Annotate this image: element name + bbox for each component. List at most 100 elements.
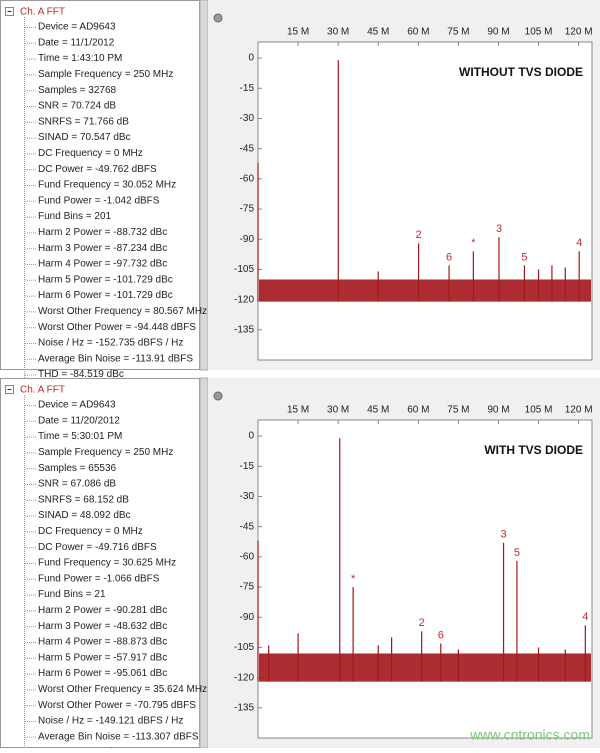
- panel: Ch. A FFT Device = AD9643 Date = 11/20/201…: [1, 378, 600, 748]
- tree-item[interactable]: Fund Frequency = 30.052 MHz: [38, 180, 176, 191]
- tree-item[interactable]: Worst Other Frequency = 35.624 MHz: [38, 684, 207, 695]
- y-tick-label: -90: [240, 612, 255, 623]
- tree-item[interactable]: SINAD = 70.547 dBc: [38, 132, 131, 143]
- peak-label: 6: [438, 629, 444, 641]
- tree-item[interactable]: Average Bin Noise = -113.91 dBFS: [38, 353, 193, 364]
- noise-floor: [259, 279, 591, 301]
- tree-item[interactable]: Harm 5 Power = -101.729 dBc: [38, 274, 173, 285]
- tree-item[interactable]: SNRFS = 68.152 dB: [38, 494, 129, 505]
- tree-item[interactable]: Average Bin Noise = -113.307 dBFS: [38, 731, 199, 742]
- peak-label: *: [471, 237, 476, 249]
- x-tick-label: 90 M: [487, 405, 509, 416]
- tree-item[interactable]: Date = 11/20/2012: [38, 415, 120, 426]
- tree-item[interactable]: Harm 4 Power = -88.873 dBc: [38, 637, 167, 648]
- peak-label: 5: [521, 251, 527, 263]
- peak-label: *: [351, 573, 356, 585]
- tree-item[interactable]: Harm 3 Power = -48.632 dBc: [38, 621, 167, 632]
- tree-item[interactable]: Fund Bins = 201: [38, 211, 112, 222]
- chart-title: WITHOUT TVS DIODE: [459, 65, 583, 79]
- y-tick-label: -105: [234, 642, 254, 653]
- tree-item[interactable]: Sample Frequency = 250 MHz: [38, 447, 173, 458]
- chart-title: WITH TVS DIODE: [484, 443, 583, 457]
- x-tick-label: 120 M: [565, 27, 593, 38]
- tree-item[interactable]: Harm 2 Power = -88.732 dBc: [38, 227, 167, 238]
- tree-root[interactable]: Ch. A FFT: [20, 385, 65, 396]
- y-tick-label: 0: [248, 53, 254, 64]
- y-tick-label: -135: [234, 702, 254, 713]
- x-tick-label: 75 M: [447, 405, 469, 416]
- y-tick-label: -45: [240, 143, 255, 154]
- tree-item[interactable]: Worst Other Power = -94.448 dBFS: [38, 322, 196, 333]
- tree-item[interactable]: DC Power = -49.762 dBFS: [38, 164, 157, 175]
- noise-floor: [259, 653, 591, 681]
- tree-item[interactable]: DC Frequency = 0 MHz: [38, 148, 143, 159]
- status-icon: [214, 392, 222, 400]
- tree-item[interactable]: Device = AD9643: [38, 22, 116, 33]
- tree-item[interactable]: Noise / Hz = -149.121 dBFS / Hz: [38, 716, 183, 727]
- tree-item[interactable]: Fund Bins = 21: [38, 589, 106, 600]
- y-tick-label: -60: [240, 552, 255, 563]
- y-tick-label: -15: [240, 461, 255, 472]
- peak-label: 3: [500, 529, 506, 541]
- tree-item[interactable]: Harm 4 Power = -97.732 dBc: [38, 259, 167, 270]
- status-icon: [214, 14, 222, 22]
- tree-item[interactable]: SNR = 70.724 dB: [38, 101, 116, 112]
- x-tick-label: 60 M: [407, 27, 429, 38]
- plot-area: [258, 420, 592, 738]
- tree-item[interactable]: Noise / Hz = -152.735 dBFS / Hz: [38, 338, 183, 349]
- x-tick-label: 75 M: [447, 27, 469, 38]
- tree-item[interactable]: Worst Other Power = -70.795 dBFS: [38, 700, 196, 711]
- peak-label: 3: [496, 223, 502, 235]
- tree-item[interactable]: Fund Frequency = 30.625 MHz: [38, 558, 176, 569]
- panel: Ch. A FFT Device = AD9643 Date = 11/1/2012…: [1, 0, 600, 396]
- tree-item[interactable]: Fund Power = -1.042 dBFS: [38, 195, 160, 206]
- peak-label: 5: [514, 547, 520, 559]
- x-tick-label: 30 M: [327, 405, 349, 416]
- y-tick-label: -30: [240, 491, 255, 502]
- peak-label: 2: [419, 617, 425, 629]
- tree-item[interactable]: Harm 3 Power = -87.234 dBc: [38, 243, 167, 254]
- x-tick-label: 120 M: [565, 405, 593, 416]
- y-tick-label: -60: [240, 174, 255, 185]
- tree-item[interactable]: Time = 1:43:10 PM: [38, 53, 122, 64]
- tree-item[interactable]: Harm 2 Power = -90.281 dBc: [38, 605, 167, 616]
- tree-item[interactable]: Harm 6 Power = -95.061 dBc: [38, 668, 167, 679]
- peak-label: 4: [576, 237, 582, 249]
- tree-item[interactable]: Sample Frequency = 250 MHz: [38, 69, 173, 80]
- peak-label: 6: [446, 251, 452, 263]
- y-tick-label: -15: [240, 83, 255, 94]
- x-tick-label: 60 M: [407, 405, 429, 416]
- y-tick-label: 0: [248, 431, 254, 442]
- x-tick-label: 90 M: [487, 27, 509, 38]
- tree-item[interactable]: Samples = 32768: [38, 85, 117, 96]
- y-tick-label: -120: [234, 294, 254, 305]
- tree-item[interactable]: SINAD = 48.092 dBc: [38, 510, 131, 521]
- tree-item[interactable]: SNR = 67.086 dB: [38, 479, 116, 490]
- tree-item[interactable]: Device = AD9643: [38, 400, 116, 411]
- x-tick-label: 45 M: [367, 405, 389, 416]
- x-tick-label: 15 M: [287, 405, 309, 416]
- tree-item[interactable]: Harm 6 Power = -101.729 dBc: [38, 290, 173, 301]
- watermark: www.cntronics.com: [469, 727, 590, 743]
- y-tick-label: -75: [240, 582, 255, 593]
- tree-item[interactable]: Worst Other Frequency = 80.567 MHz: [38, 306, 207, 317]
- plot-area: [258, 42, 592, 360]
- tree-item[interactable]: Time = 5:30:01 PM: [38, 431, 122, 442]
- x-tick-label: 45 M: [367, 27, 389, 38]
- x-tick-label: 30 M: [327, 27, 349, 38]
- y-tick-label: -105: [234, 264, 254, 275]
- tree-item[interactable]: Samples = 65536: [38, 463, 117, 474]
- y-tick-label: -90: [240, 234, 255, 245]
- y-tick-label: -45: [240, 521, 255, 532]
- y-tick-label: -75: [240, 204, 255, 215]
- tree-item[interactable]: Fund Power = -1.066 dBFS: [38, 573, 160, 584]
- tree-item[interactable]: DC Power = -49.716 dBFS: [38, 542, 157, 553]
- y-tick-label: -30: [240, 113, 255, 124]
- tree-item[interactable]: Date = 11/1/2012: [38, 37, 115, 48]
- x-tick-label: 105 M: [525, 27, 553, 38]
- tree-root[interactable]: Ch. A FFT: [20, 7, 65, 18]
- tree-item[interactable]: DC Frequency = 0 MHz: [38, 526, 143, 537]
- tree-item[interactable]: SNRFS = 71.766 dB: [38, 116, 129, 127]
- tree-item[interactable]: Harm 5 Power = -57.917 dBc: [38, 652, 167, 663]
